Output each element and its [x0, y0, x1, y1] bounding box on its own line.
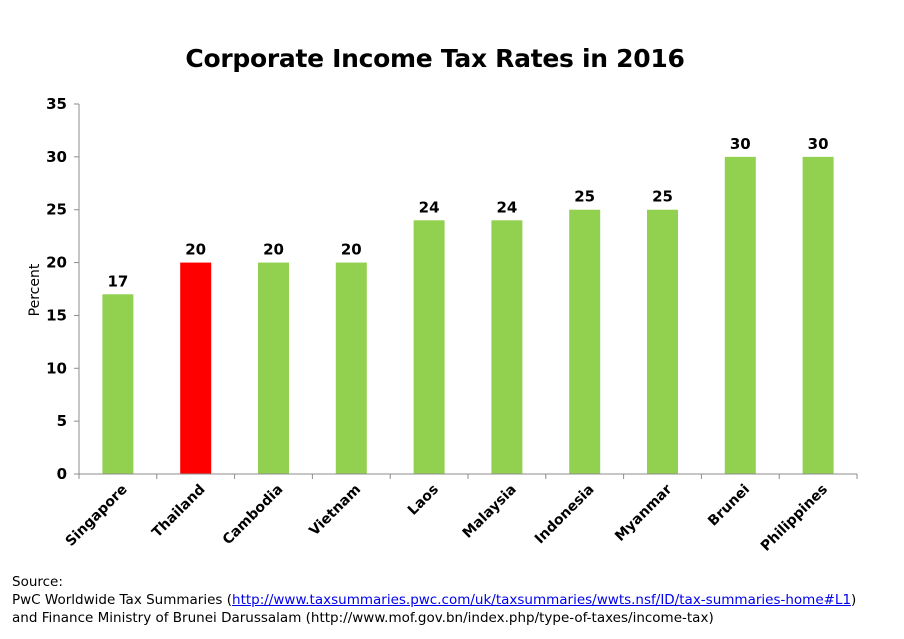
bar [491, 220, 523, 474]
source-line-2: and Finance Ministry of Brunei Darussala… [12, 610, 714, 626]
bar [569, 209, 601, 474]
x-tick-label: Laos [405, 482, 442, 519]
y-tick-label: 5 [57, 412, 67, 430]
bar-value-label: 30 [730, 135, 751, 153]
bar-value-label: 30 [808, 135, 829, 153]
bar [258, 262, 289, 474]
source-line-1-suffix: ) [851, 592, 857, 608]
bar-value-label: 20 [185, 241, 206, 259]
source-note: Source: PwC Worldwide Tax Summaries (htt… [12, 573, 856, 627]
x-tick-label: Vietnam [306, 482, 364, 540]
y-axis-label: Percent [27, 263, 43, 316]
x-tick-label: Singapore [63, 482, 131, 550]
chart-title: Corporate Income Tax Rates in 2016 [185, 44, 685, 73]
bar [802, 156, 834, 474]
bar [102, 294, 134, 474]
y-tick-label: 10 [46, 359, 67, 377]
x-tick-label: Indonesia [532, 482, 598, 548]
source-link[interactable]: http://www.taxsummaries.pwc.com/uk/taxsu… [232, 592, 852, 608]
x-axis: Singapore Thailand Cambodia Vietnam Laos Mala… [63, 473, 858, 555]
bars: 17 20 20 20 24 24 25 25 30 30 [102, 135, 834, 474]
bar-value-label: 25 [652, 188, 673, 206]
y-axis: 0 5 10 15 20 25 30 35 [46, 95, 80, 483]
bar-value-label: 20 [341, 241, 362, 259]
bar-value-label: 20 [263, 241, 284, 259]
source-heading: Source: [12, 574, 63, 590]
bar-value-label: 24 [496, 198, 517, 216]
source-line-1: PwC Worldwide Tax Summaries (http://www.… [12, 591, 856, 609]
x-tick-label: Brunei [705, 482, 753, 530]
source-line-1-prefix: PwC Worldwide Tax Summaries ( [12, 592, 233, 608]
x-tick-label: Cambodia [220, 482, 287, 549]
y-tick-label: 35 [46, 95, 67, 113]
y-tick-label: 15 [46, 306, 67, 324]
bar [724, 156, 756, 474]
y-tick-label: 20 [46, 254, 67, 272]
bar [335, 262, 367, 474]
bar [647, 209, 678, 474]
y-tick-label: 30 [46, 148, 67, 166]
x-tick-label: Myanmar [612, 481, 675, 544]
y-tick-label: 0 [57, 465, 67, 483]
bar-value-label: 17 [107, 272, 128, 290]
x-tick-label: Philippines [758, 482, 831, 555]
x-tick-label: Thailand [149, 482, 208, 541]
bar [180, 262, 212, 474]
bar-value-label: 24 [419, 198, 440, 216]
x-tick-label: Malaysia [460, 482, 520, 542]
y-tick-label: 25 [46, 201, 67, 219]
bar-value-label: 25 [574, 188, 595, 206]
bar-chart: 0 5 10 15 20 25 30 35 17 20 20 20 24 24 25 25 30 30 Sing… [27, 95, 858, 555]
bar [413, 220, 445, 474]
